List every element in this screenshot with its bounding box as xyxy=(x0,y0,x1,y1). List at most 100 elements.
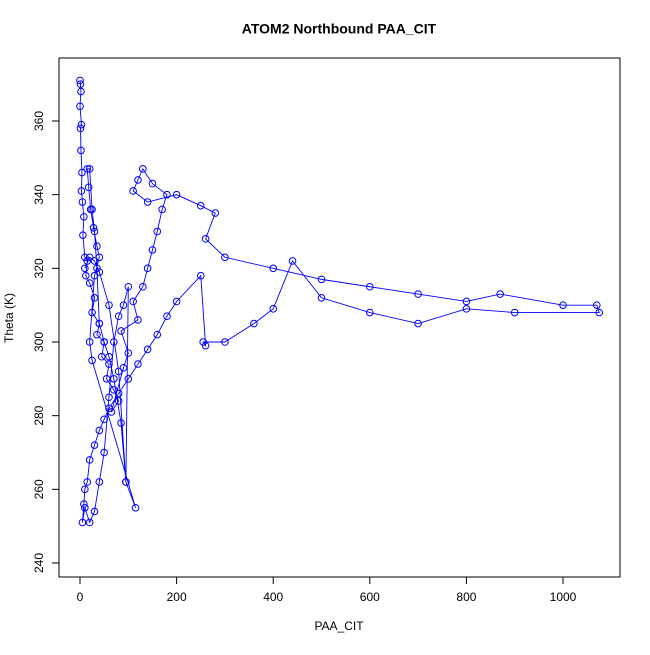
data-point xyxy=(95,426,104,435)
x-tick-label: 200 xyxy=(167,590,187,604)
data-point xyxy=(85,165,94,173)
data-point xyxy=(110,338,118,346)
data-point xyxy=(76,80,85,88)
y-tick-label: 260 xyxy=(32,479,46,499)
data-point xyxy=(90,293,99,302)
data-point xyxy=(97,352,106,361)
data-point xyxy=(134,316,142,324)
data-point xyxy=(143,264,152,273)
x-tick-label: 1000 xyxy=(550,590,577,604)
data-point xyxy=(148,246,157,254)
x-tick-label: 800 xyxy=(456,590,476,604)
data-point xyxy=(95,253,104,262)
data-point xyxy=(102,375,111,383)
data-point xyxy=(77,146,85,155)
data-point xyxy=(129,297,137,306)
data-point xyxy=(114,312,123,321)
data-point xyxy=(81,503,89,512)
data-point xyxy=(95,319,104,328)
data-point xyxy=(82,271,90,280)
data-point xyxy=(269,305,278,313)
data-point xyxy=(510,308,519,317)
data-point xyxy=(105,393,113,402)
data-point xyxy=(100,338,108,346)
data-point xyxy=(172,297,181,306)
y-tick-label: 340 xyxy=(32,184,46,204)
data-point xyxy=(158,205,166,214)
x-tick-label: 0 xyxy=(77,590,84,604)
data-point xyxy=(559,301,567,309)
data-point xyxy=(114,397,123,405)
data-point xyxy=(134,176,142,184)
data-point xyxy=(85,253,94,262)
x-axis-label: PAA_CIT xyxy=(314,619,364,633)
data-point xyxy=(288,257,297,265)
data-point xyxy=(131,503,140,512)
data-point xyxy=(317,275,326,284)
data-point xyxy=(77,87,85,96)
data-point xyxy=(114,389,123,398)
data-point xyxy=(90,441,99,449)
data-point xyxy=(95,268,104,276)
data-point xyxy=(83,478,92,486)
data-point xyxy=(93,242,101,251)
data-point xyxy=(172,190,181,199)
data-point xyxy=(366,282,374,291)
data-point xyxy=(221,253,229,262)
data-point xyxy=(105,301,113,309)
data-point xyxy=(93,330,101,339)
data-point xyxy=(85,279,94,287)
data-point xyxy=(117,419,125,427)
data-point xyxy=(105,360,113,368)
data-point xyxy=(196,271,205,280)
data-point xyxy=(83,165,92,173)
data-point xyxy=(95,478,104,486)
y-tick-label: 300 xyxy=(32,332,46,352)
data-point xyxy=(114,367,123,376)
data-point xyxy=(119,363,128,372)
data-point xyxy=(250,319,258,328)
data-point xyxy=(88,308,96,317)
data-point xyxy=(462,297,471,306)
data-point xyxy=(90,507,99,516)
data-point xyxy=(143,198,152,206)
data-point xyxy=(76,76,84,85)
data-point xyxy=(317,293,326,302)
data-point xyxy=(79,231,87,239)
data-point xyxy=(414,319,422,328)
data-point xyxy=(77,120,86,129)
data-point xyxy=(90,227,99,236)
data-point xyxy=(196,201,205,210)
x-tick-label: 400 xyxy=(263,590,283,604)
data-point xyxy=(269,264,278,273)
data-point xyxy=(110,386,118,394)
data-point xyxy=(221,338,229,346)
data-point xyxy=(80,500,88,508)
data-point xyxy=(211,209,220,217)
data-point xyxy=(122,478,130,486)
y-tick-label: 240 xyxy=(32,553,46,573)
data-point xyxy=(90,271,99,280)
data-point xyxy=(86,205,95,214)
data-point xyxy=(148,179,157,188)
data-point xyxy=(143,345,152,354)
data-point xyxy=(77,187,86,195)
data-point xyxy=(117,327,125,335)
data-point xyxy=(153,330,162,339)
data-point xyxy=(100,448,108,457)
data-point xyxy=(88,356,96,365)
data-point xyxy=(153,227,162,236)
data-point xyxy=(105,404,113,413)
data-point xyxy=(124,375,133,383)
x-tick-label: 600 xyxy=(360,590,380,604)
data-point xyxy=(85,518,94,527)
data-point xyxy=(129,187,137,195)
y-tick-label: 320 xyxy=(32,258,46,278)
data-point xyxy=(81,264,89,273)
data-point xyxy=(90,257,99,265)
data-point xyxy=(84,183,93,192)
data-point xyxy=(124,282,133,291)
data-point xyxy=(124,349,133,357)
